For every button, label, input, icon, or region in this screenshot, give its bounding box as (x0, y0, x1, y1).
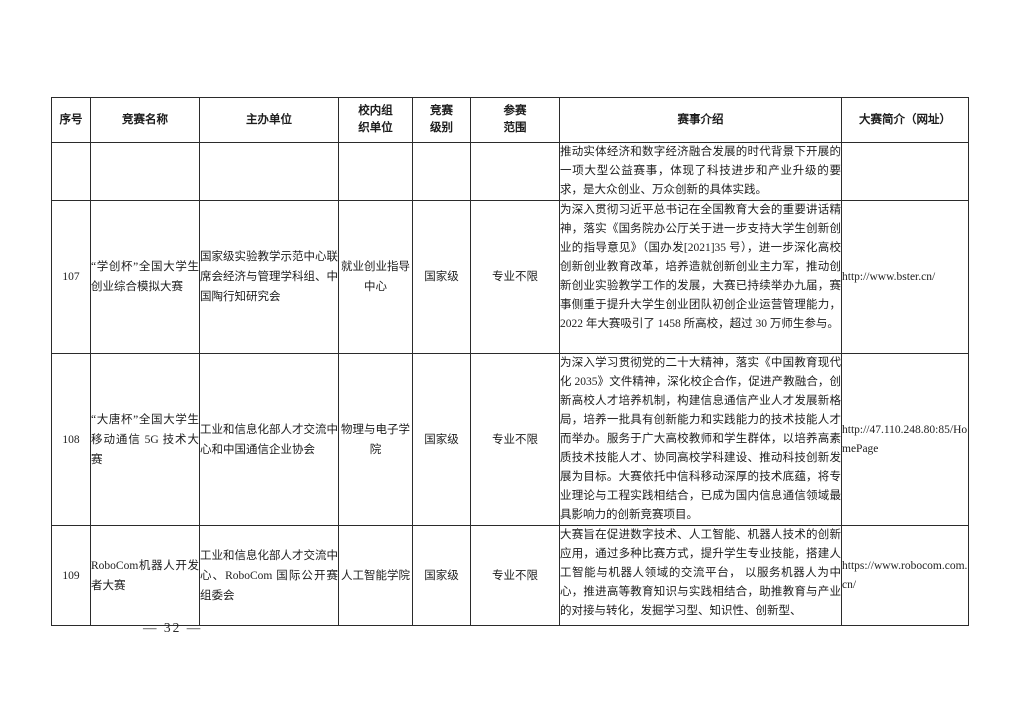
header-organizer: 主办单位 (199, 97, 339, 143)
cell-scope: 专业不限 (470, 353, 560, 526)
table-row-107: 107 “学创杯”全国大学生创业综合模拟大赛 国家级实验教学示范中心联席会经济与… (51, 200, 969, 354)
cell-competition-name: “学创杯”全国大学生创业综合模拟大赛 (90, 200, 200, 354)
table-row-109: 109 RoboCom机器人开发者大赛 工业和信息化部人才交流中心、RoboCo… (51, 525, 969, 626)
table-row-108: 108 “大唐杯”全国大学生移动通信 5G 技术大赛 工业和信息化部人才交流中心… (51, 353, 969, 526)
cell-campus-unit (338, 142, 413, 201)
cell-scope: 专业不限 (470, 200, 560, 354)
competition-table: 序号 竞赛名称 主办单位 校内组 织单位 竞赛 级别 参赛 范围 赛事介绍 大赛… (51, 97, 969, 626)
cell-campus-unit: 物理与电子学院 (338, 353, 413, 526)
cell-campus-unit: 就业创业指导中心 (338, 200, 413, 354)
header-level: 竞赛 级别 (412, 97, 471, 143)
cell-organizer: 工业和信息化部人才交流中心和中国通信企业协会 (199, 353, 339, 526)
header-url: 大赛简介（网址） (841, 97, 969, 143)
cell-intro: 大赛旨在促进数字技术、人工智能、机器人技术的创新应用，通过多种比赛方式，提升学生… (559, 525, 842, 626)
cell-competition-name: RoboCom机器人开发者大赛 (90, 525, 200, 626)
header-intro: 赛事介绍 (559, 97, 842, 143)
cell-organizer: 工业和信息化部人才交流中心、RoboCom 国际公开赛组委会 (199, 525, 339, 626)
cell-competition-name: “大唐杯”全国大学生移动通信 5G 技术大赛 (90, 353, 200, 526)
cell-scope (470, 142, 560, 201)
table-row-continuation: 推动实体经济和数字经济融合发展的时代背景下开展的一项大型公益赛事，体现了科技进步… (51, 142, 969, 201)
header-scope: 参赛 范围 (470, 97, 560, 143)
cell-url: http://www.bster.cn/ (841, 200, 969, 354)
cell-url: http://47.110.248.80:85/HomePage (841, 353, 969, 526)
table-header-row: 序号 竞赛名称 主办单位 校内组 织单位 竞赛 级别 参赛 范围 赛事介绍 大赛… (51, 97, 969, 143)
cell-url (841, 142, 969, 201)
cell-campus-unit: 人工智能学院 (338, 525, 413, 626)
header-campus-unit: 校内组 织单位 (338, 97, 413, 143)
cell-intro: 为深入贯彻习近平总书记在全国教育大会的重要讲话精神，落实《国务院办公厅关于进一步… (559, 200, 842, 354)
cell-level: 国家级 (412, 525, 471, 626)
header-competition-name: 竞赛名称 (90, 97, 200, 143)
cell-level: 国家级 (412, 353, 471, 526)
cell-url: https://www.robocom.com.cn/ (841, 525, 969, 626)
cell-organizer: 国家级实验教学示范中心联席会经济与管理学科组、中国陶行知研究会 (199, 200, 339, 354)
cell-seq-no: 108 (51, 353, 91, 526)
cell-seq-no: 107 (51, 200, 91, 354)
cell-level (412, 142, 471, 201)
header-seq-no: 序号 (51, 97, 91, 143)
cell-competition-name (90, 142, 200, 201)
cell-level: 国家级 (412, 200, 471, 354)
cell-intro: 为深入学习贯彻党的二十大精神，落实《中国教育现代化 2035》文件精神，深化校企… (559, 353, 842, 526)
cell-organizer (199, 142, 339, 201)
cell-seq-no: 109 (51, 525, 91, 626)
cell-intro: 推动实体经济和数字经济融合发展的时代背景下开展的一项大型公益赛事，体现了科技进步… (559, 142, 842, 201)
cell-seq-no (51, 142, 91, 201)
cell-scope: 专业不限 (470, 525, 560, 626)
page-number: — 32 — (143, 620, 203, 635)
